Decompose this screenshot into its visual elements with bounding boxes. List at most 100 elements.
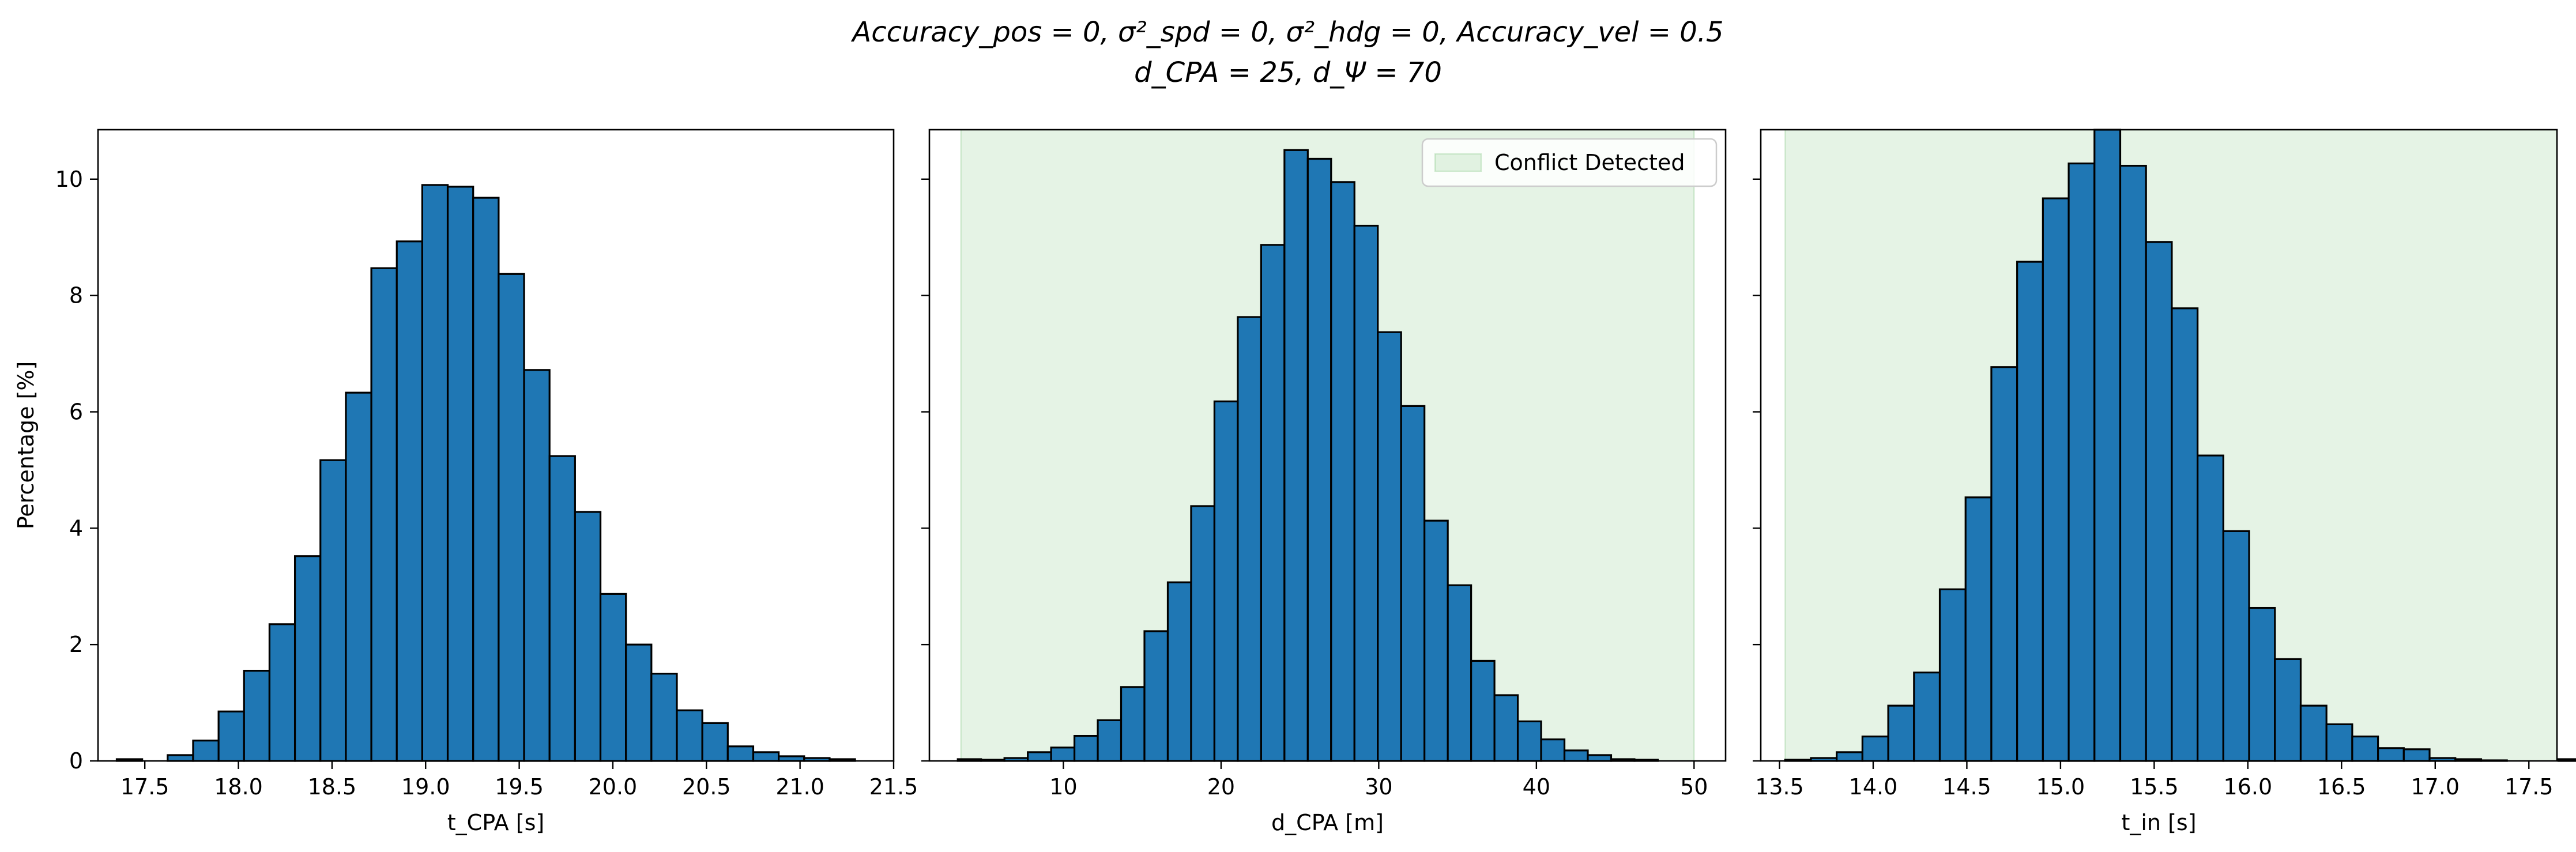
x-tick-label: 30 <box>1365 774 1392 800</box>
x-tick-label: 19.0 <box>401 774 450 800</box>
axes-frame <box>1760 129 2558 762</box>
x-axis-label: t_in [s] <box>2121 810 2196 835</box>
y-tick-label: 0 <box>69 748 83 774</box>
histogram-bar <box>599 593 627 762</box>
y-tick-label: 8 <box>69 283 83 308</box>
x-axis-label: d_CPA [m] <box>1271 810 1384 835</box>
histogram-bar <box>2557 758 2576 762</box>
histogram-bar <box>1330 181 1355 762</box>
legend-swatch <box>1434 153 1482 172</box>
x-tick-label: 17.0 <box>2411 774 2460 800</box>
histogram-bar <box>1400 405 1426 762</box>
histogram-bar <box>345 391 372 762</box>
histogram-bar <box>421 184 449 762</box>
histogram-bar <box>1587 754 1613 762</box>
axes-frame <box>928 129 1727 762</box>
histogram-bar <box>243 669 271 762</box>
histogram-bar <box>2248 606 2276 762</box>
x-tick-label: 17.5 <box>120 774 170 800</box>
histogram-bar <box>1283 149 1309 762</box>
histogram-bar <box>446 186 474 762</box>
histogram-bar <box>1836 751 1863 762</box>
histogram-bar <box>396 240 423 762</box>
x-tick-label: 13.5 <box>1755 774 1804 800</box>
histogram-bar <box>2016 261 2044 762</box>
figure-title-line2: d_CPA = 25, d_Ψ = 70 <box>1134 56 1442 89</box>
histogram-bar <box>1516 720 1542 762</box>
histogram-bar <box>2222 530 2250 762</box>
histogram-bar <box>1540 738 1566 762</box>
x-tick-label: 21.0 <box>775 774 824 800</box>
x-tick-label: 20.5 <box>682 774 731 800</box>
histogram-bar <box>2197 454 2224 762</box>
histogram-bar <box>2325 723 2353 762</box>
histogram-bar <box>1213 400 1239 762</box>
histogram-bar <box>2067 162 2096 762</box>
histogram-bar <box>2042 197 2070 762</box>
y-tick-label: 4 <box>69 515 83 541</box>
histogram-bar <box>650 673 678 762</box>
histogram-bar <box>1423 519 1449 762</box>
panel-3: 13.5 14.0 14.5 15.0 15.5 16.0 16.5 17.0 17.5 t_in… <box>1753 129 2576 835</box>
histogram-bar <box>2299 704 2328 762</box>
histogram-bar <box>217 710 245 762</box>
y-axis-label: Percentage [%] <box>13 361 39 530</box>
histogram-bar <box>472 197 500 762</box>
x-tick-label: 21.5 <box>869 774 918 800</box>
histogram-bar <box>167 754 194 762</box>
x-tick-label: 19.5 <box>495 774 544 800</box>
legend-label: Conflict Detected <box>1494 150 1685 175</box>
histogram-bar <box>726 745 755 762</box>
histogram-bar <box>752 751 780 762</box>
histogram-bar <box>2171 307 2199 762</box>
x-tick-label: 15.5 <box>2130 774 2179 800</box>
histogram-bar <box>574 511 602 762</box>
histogram-bar <box>2377 747 2405 762</box>
x-tick-label: 50 <box>1680 774 1708 800</box>
histogram-bar <box>1353 224 1379 762</box>
histogram-bar <box>1887 704 1915 762</box>
y-tick-label: 6 <box>69 399 83 424</box>
histogram-bar <box>319 459 347 762</box>
histogram-bar <box>1470 659 1496 762</box>
x-tick-label: 14.0 <box>1849 774 1898 800</box>
x-tick-label: 16.0 <box>2224 774 2273 800</box>
x-tick-label: 18.5 <box>308 774 357 800</box>
x-tick-label: 16.5 <box>2317 774 2366 800</box>
histogram-bar <box>1990 366 2018 762</box>
panel-1: 17.5 18.0 18.5 19.0 19.5 20.0 20.5 21.0 21.5 0 2 4 6… <box>13 129 918 835</box>
histogram-bar <box>2145 241 2173 762</box>
figure-title-line1: Accuracy_pos = 0, σ²_spd = 0, σ²_hdg = 0… <box>850 16 1723 48</box>
histogram-bar <box>192 740 220 762</box>
histogram-bar <box>2274 658 2302 762</box>
histogram-bar <box>293 555 322 762</box>
x-tick-label: 18.0 <box>214 774 263 800</box>
x-tick-label: 15.0 <box>2036 774 2085 800</box>
histogram-bar <box>498 273 525 762</box>
axes-frame <box>97 129 895 762</box>
histogram-bar <box>1143 630 1169 762</box>
histogram-bar <box>701 722 729 762</box>
histogram-bar <box>1377 331 1402 762</box>
histogram-bar <box>1964 496 1993 762</box>
y-tick-label: 10 <box>55 167 83 192</box>
histogram-bar <box>1306 157 1332 762</box>
x-tick-label: 14.5 <box>1942 774 1991 800</box>
x-tick-label: 20.0 <box>589 774 638 800</box>
x-axis-label: t_CPA [s] <box>447 810 544 835</box>
histogram-bar <box>2351 736 2379 762</box>
x-tick-label: 20 <box>1207 774 1235 800</box>
histogram-bar <box>1073 735 1099 762</box>
histogram-bar <box>548 455 576 762</box>
histogram-bar <box>1120 686 1146 762</box>
histogram-bar <box>268 623 296 762</box>
histogram-bar <box>2119 164 2147 762</box>
histogram-bar <box>1563 749 1589 762</box>
histogram-bar <box>2093 129 2122 762</box>
y-tick-label: 2 <box>69 632 83 657</box>
panel-2: 10 20 30 40 50 d_CPA [m] Conflict Detected <box>921 129 1727 835</box>
histogram-bar <box>1027 751 1052 762</box>
histogram-bar <box>1493 694 1519 762</box>
chart-panels: 17.5 18.0 18.5 19.0 19.5 20.0 20.5 21.0 21.5 0 2 4 6… <box>13 129 2576 835</box>
